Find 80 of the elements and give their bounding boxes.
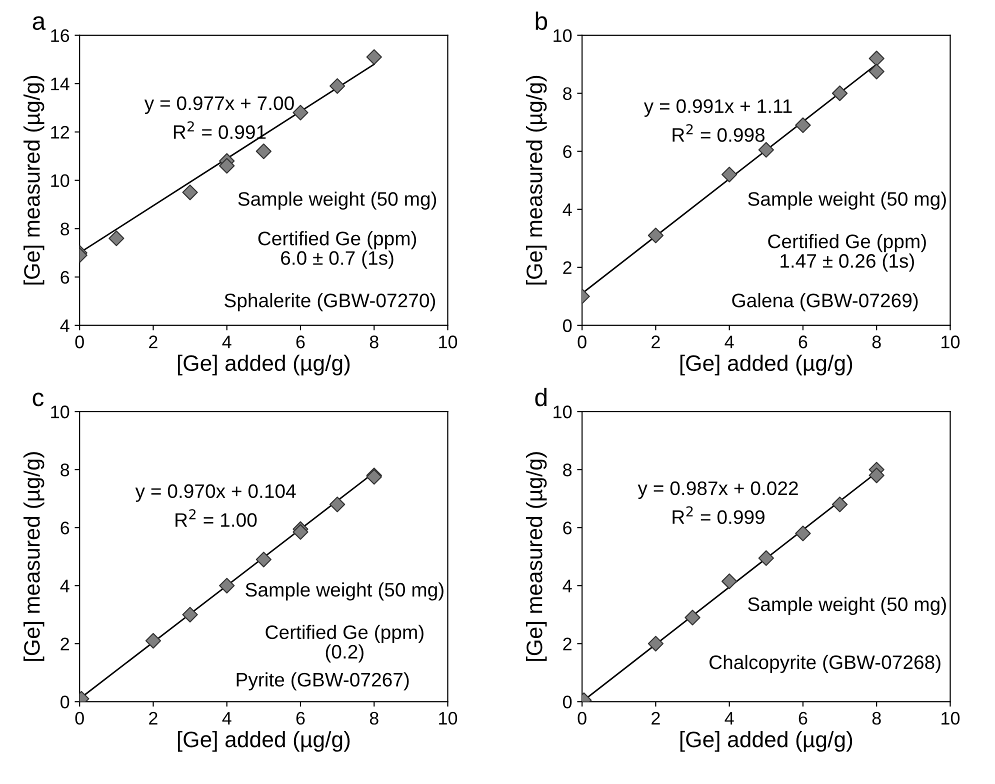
x-axis-title: [Ge] added (µg/g) [178,731,350,752]
y-tick-label: 2 [60,638,69,650]
x-tick-label: 2 [652,336,660,348]
x-tick-label: 6 [296,336,305,348]
annotation: Galena (GBW-07269) [732,293,918,312]
annotation: R$^{2}$ = 1.00 [176,509,257,527]
x-axis-title: [Ge] added (µg/g) [680,354,852,376]
y-tick-label: 0 [60,696,70,708]
x-axis-title: [Ge] added (µg/g) [680,731,852,752]
y-tick-label: 6 [563,145,572,158]
y-tick-label: 4 [562,203,572,216]
annotation: R$^{2}$ = 0.998 [672,124,765,142]
annotation: Sample weight (50 mg) [748,596,946,616]
x-tick-label: 8 [370,336,378,348]
annotation: y = 0.977x + 7.00 [144,96,294,114]
y-tick-label: 10 [51,174,70,188]
annotation: Sample weight (50 mg) [238,192,436,210]
y-tick-label: 0 [563,696,572,708]
y-axis-title: [Ge] measured (µg/g) [24,452,44,661]
y-tick-label: 4 [562,580,572,592]
x-tick-label: 10 [439,336,458,348]
x-tick-label: 6 [296,712,305,725]
y-tick-label: 8 [60,464,70,476]
x-tick-label: 0 [75,712,84,725]
y-tick-label: 6 [60,522,70,534]
x-tick-label: 10 [439,712,458,725]
y-tick-label: 0 [563,319,572,332]
annotation: R$^{2}$ = 0.991 [174,121,266,139]
annotation: Certified Ge (ppm) 1.47 ± 0.26 (1s) [768,234,926,272]
y-tick-label: 6 [60,270,70,284]
x-tick-label: 4 [222,712,232,724]
chart-title: d [535,388,547,406]
chart-title: a [32,16,46,30]
x-tick-label: 0 [578,336,586,348]
x-axis-title: [Ge] added (µg/g) [178,354,350,376]
x-tick-label: 0 [578,712,586,725]
annotation: Certified Ge (ppm) 6.0 ± 0.7 (1s) [258,231,416,269]
x-tick-label: 6 [798,712,808,725]
y-tick-label: 4 [60,580,70,592]
y-tick-label: 10 [554,29,572,42]
annotation: y = 0.970x + 0.104 [135,484,296,502]
y-axis-title: [Ge] measured (µg/g) [24,76,44,285]
annotation: Chalcopyrite (GBW-07268) [710,654,940,674]
x-tick-label: 8 [370,712,378,725]
annotation: R$^{2}$ = 0.999 [672,506,764,524]
x-tick-label: 10 [942,336,960,348]
y-tick-label: 2 [563,638,572,650]
x-tick-label: 8 [872,336,881,348]
y-tick-label: 12 [51,126,69,139]
x-tick-label: 0 [75,336,84,348]
x-tick-label: 6 [798,336,808,348]
y-tick-label: 14 [51,78,70,90]
annotation: Sphalerite (GBW-07270) [224,293,436,312]
annotation: Pyrite (GBW-07267) [236,672,409,690]
x-tick-label: 4 [724,336,734,348]
x-tick-label: 2 [652,712,660,724]
annotation: Certified Ge (ppm) (0.2) [266,624,424,662]
x-tick-label: 4 [222,336,232,348]
chart-title: c [32,392,44,406]
y-tick-label: 8 [60,222,70,236]
y-tick-label: 10 [51,406,70,418]
y-tick-label: 4 [60,319,70,332]
y-tick-label: 8 [563,87,572,100]
y-tick-label: 8 [563,464,572,476]
annotation: Sample weight (50 mg) [246,582,444,601]
x-tick-label: 4 [724,712,734,724]
y-tick-label: 2 [563,261,572,274]
y-axis-title: [Ge] measured (µg/g) [526,452,547,661]
annotation: Sample weight (50 mg) [748,192,946,210]
y-tick-label: 16 [51,29,70,42]
chart-title: b [536,12,548,30]
annotation: y = 0.991x + 1.11 [644,99,792,117]
y-tick-label: 10 [554,406,572,418]
x-tick-label: 2 [149,336,158,348]
x-tick-label: 8 [872,712,881,725]
x-tick-label: 10 [942,712,960,725]
y-tick-label: 6 [563,522,572,534]
annotation: y = 0.987x + 0.022 [638,481,798,499]
x-tick-label: 2 [149,712,158,724]
y-axis-title: [Ge] measured (µg/g) [526,76,547,285]
